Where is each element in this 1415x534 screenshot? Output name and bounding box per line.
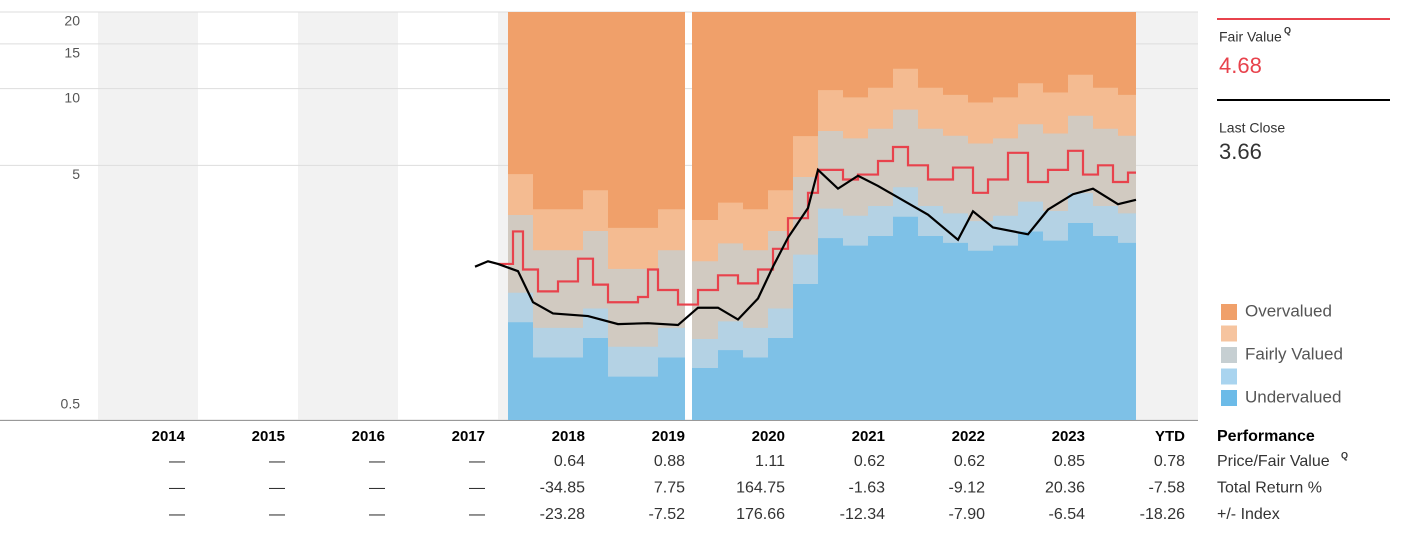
cell: -23.28 (540, 506, 585, 523)
table-title: Performance (1217, 428, 1315, 445)
cell: — (269, 480, 285, 497)
cell: 0.62 (954, 453, 985, 470)
y-tick-label: 10 (64, 89, 80, 105)
column-header: 2018 (552, 428, 585, 445)
row-label: Total Return % (1217, 480, 1322, 497)
legend-swatch (1221, 390, 1237, 406)
column-header: 2017 (452, 428, 485, 445)
cell: -12.34 (840, 506, 885, 523)
band (692, 216, 1136, 420)
last-close: 3.66 (1219, 139, 1262, 164)
q-icon: Q (1284, 25, 1291, 35)
cell: — (369, 453, 385, 470)
cell: -7.52 (649, 506, 686, 523)
cell: 1.11 (755, 453, 785, 470)
last-close-label: Last Close (1219, 120, 1285, 136)
row-label: Price/Fair Value (1217, 453, 1330, 470)
q-icon: Q (1341, 450, 1348, 460)
cell: — (269, 506, 285, 523)
band (508, 322, 685, 420)
cell: — (269, 453, 285, 470)
cell: 0.62 (854, 453, 885, 470)
cell: -9.12 (949, 480, 986, 497)
year-column (98, 12, 198, 420)
cell: -34.85 (540, 480, 585, 497)
fair-value-label: Fair Value (1219, 29, 1282, 45)
column-header: YTD (1155, 428, 1185, 445)
cell: 164.75 (736, 480, 785, 497)
cell: — (169, 506, 185, 523)
cell: -1.63 (849, 480, 886, 497)
legend-swatch (1221, 368, 1237, 385)
cell: — (469, 480, 485, 497)
y-tick-label: 5 (72, 166, 80, 182)
cell: 0.88 (654, 453, 685, 470)
cell: — (369, 480, 385, 497)
cell: — (469, 506, 485, 523)
fair-value: 4.68 (1219, 53, 1262, 78)
column-header: 2015 (252, 428, 285, 445)
cell: -6.54 (1049, 506, 1086, 523)
cell: 0.78 (1154, 453, 1185, 470)
y-tick-label: 20 (64, 13, 80, 29)
legend-label: Fairly Valued (1245, 344, 1343, 363)
column-header: 2023 (1052, 428, 1085, 445)
plot (474, 12, 1137, 421)
column-header: 2019 (652, 428, 685, 445)
y-tick-label: 15 (64, 45, 80, 61)
cell: 0.64 (554, 453, 585, 470)
row-label: +/- Index (1217, 506, 1280, 523)
y-tick-label: 0.5 (61, 396, 81, 412)
cell: — (169, 453, 185, 470)
column-header: 2014 (152, 428, 186, 445)
cell: -7.58 (1149, 480, 1186, 497)
cell: -7.90 (949, 506, 986, 523)
column-header: 2016 (352, 428, 385, 445)
cell: — (469, 453, 485, 470)
legend-swatch (1221, 304, 1237, 320)
cell: 20.36 (1045, 480, 1085, 497)
cell: — (369, 506, 385, 523)
cell: 0.85 (1054, 453, 1085, 470)
cell: -18.26 (1140, 506, 1185, 523)
legend-label: Undervalued (1245, 387, 1341, 406)
column-header: 2021 (852, 428, 885, 445)
column-header: 2022 (952, 428, 985, 445)
cell: 7.75 (654, 480, 685, 497)
legend-label: Overvalued (1245, 301, 1332, 320)
column-header: 2020 (752, 428, 785, 445)
cell: 176.66 (736, 506, 785, 523)
year-column (298, 12, 398, 420)
price-line (474, 167, 1137, 327)
legend-swatch (1221, 347, 1237, 363)
cell: — (169, 480, 185, 497)
legend-swatch (1221, 325, 1237, 342)
